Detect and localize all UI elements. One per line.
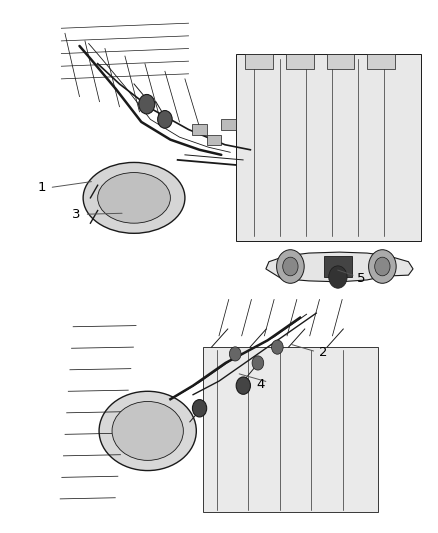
Bar [207,135,221,145]
Bar [245,54,273,69]
Text: 2: 2 [319,346,328,359]
Bar [286,54,314,69]
Text: 5: 5 [357,272,366,285]
Bar [324,256,352,277]
Circle shape [272,340,283,354]
Ellipse shape [99,391,196,471]
Circle shape [158,110,172,128]
Bar [367,54,395,69]
Bar [236,54,421,241]
Circle shape [283,257,298,276]
Circle shape [368,249,396,284]
Bar [221,119,236,130]
Circle shape [236,377,251,394]
Polygon shape [266,252,413,282]
Text: 4: 4 [256,378,265,391]
Ellipse shape [112,401,184,461]
Bar [327,54,354,69]
Bar [192,124,207,134]
Circle shape [192,400,207,417]
Ellipse shape [83,163,185,233]
Circle shape [139,94,155,114]
Text: 1: 1 [37,181,46,194]
Circle shape [277,249,304,284]
Ellipse shape [98,173,170,223]
Text: 3: 3 [72,208,81,221]
Circle shape [374,257,390,276]
Bar [203,347,378,513]
Circle shape [252,356,264,370]
Circle shape [230,347,241,361]
Circle shape [328,266,347,288]
